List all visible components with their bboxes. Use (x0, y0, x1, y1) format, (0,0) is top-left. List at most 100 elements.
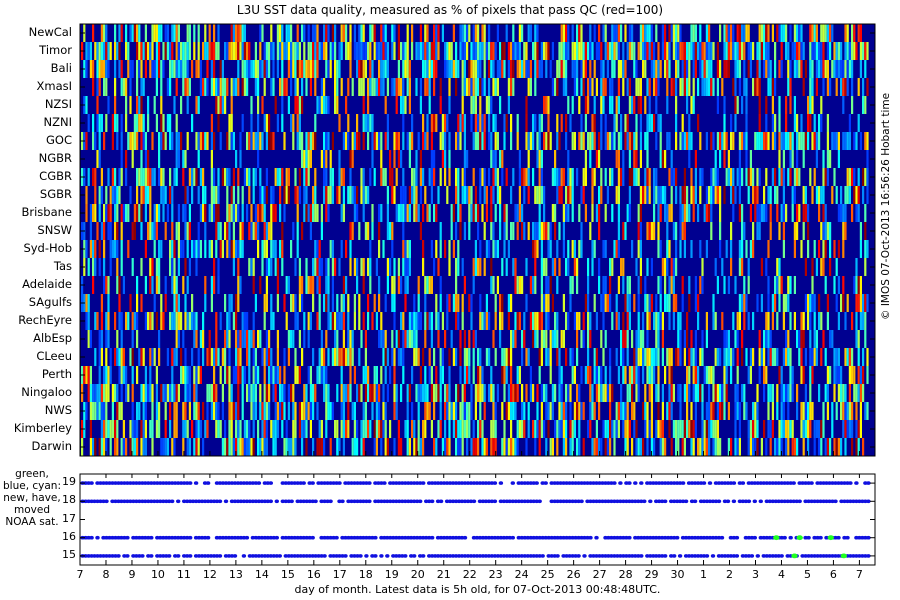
heatmap-cell (571, 186, 574, 204)
heatmap-cell (734, 186, 737, 204)
heatmap-cell (380, 60, 383, 78)
heatmap-cell (609, 258, 612, 276)
heatmap-cell (818, 132, 821, 150)
heatmap-cell (479, 348, 482, 366)
heatmap-cell (171, 60, 174, 78)
heatmap-cell (457, 420, 460, 438)
heatmap-cell (268, 384, 271, 402)
heatmap-cell (197, 96, 200, 114)
heatmap-cell (639, 42, 642, 60)
heatmap-cell (598, 204, 601, 222)
heatmap-cell (837, 384, 840, 402)
heatmap-cell (193, 330, 196, 348)
heatmap-cell (158, 42, 161, 60)
heatmap-cell (609, 348, 612, 366)
heatmap-cell (483, 114, 486, 132)
heatmap-cell (294, 402, 297, 420)
heatmap-cell (261, 402, 264, 420)
heatmap-cell (169, 78, 172, 96)
heatmap-cell (105, 204, 108, 222)
heatmap-cell (547, 114, 550, 132)
heatmap-cell (237, 348, 240, 366)
heatmap-cell (835, 258, 838, 276)
heatmap-cell (780, 402, 783, 420)
heatmap-cell (250, 204, 253, 222)
heatmap-cell (624, 114, 627, 132)
heatmap-cell (338, 114, 341, 132)
heatmap-cell (463, 60, 466, 78)
heatmap-cell (657, 222, 660, 240)
heatmap-cell (763, 384, 766, 402)
heatmap-cell (347, 312, 350, 330)
heatmap-cell (463, 366, 466, 384)
heatmap-cell (226, 204, 229, 222)
heatmap-cell (419, 438, 422, 456)
heatmap-cell (565, 114, 568, 132)
heatmap-cell (327, 132, 330, 150)
heatmap-cell (444, 240, 447, 258)
heatmap-cell (140, 132, 143, 150)
heatmap-cell (378, 60, 381, 78)
heatmap-cell (382, 348, 385, 366)
heatmap-cell (114, 78, 117, 96)
heatmap-cell (290, 330, 293, 348)
heatmap-cell (842, 402, 845, 420)
heatmap-cell (127, 312, 130, 330)
heatmap-cell (294, 438, 297, 456)
heatmap-cell (760, 42, 763, 60)
heatmap-cell (829, 78, 832, 96)
heatmap-cell (173, 96, 176, 114)
heatmap-cell (659, 60, 662, 78)
heatmap-cell (217, 276, 220, 294)
heatmap-cell (595, 204, 598, 222)
heatmap-cell (835, 60, 838, 78)
heatmap-cell (637, 312, 640, 330)
heatmap-cell (525, 96, 528, 114)
heatmap-cell (686, 60, 689, 78)
heatmap-cell (230, 132, 233, 150)
heatmap-cell (661, 150, 664, 168)
heatmap-cell (556, 240, 559, 258)
heatmap-cell (857, 366, 860, 384)
heatmap-cell (809, 384, 812, 402)
heatmap-cell (604, 204, 607, 222)
heatmap-cell (556, 60, 559, 78)
heatmap-cell (307, 132, 310, 150)
heatmap-cell (628, 384, 631, 402)
heatmap-cell (362, 258, 365, 276)
heatmap-cell (210, 132, 213, 150)
heatmap-cell (259, 60, 262, 78)
heatmap-cell (826, 438, 829, 456)
heatmap-cell (149, 348, 152, 366)
heatmap-cell (224, 348, 227, 366)
heatmap-cell (701, 276, 704, 294)
heatmap-cell (688, 384, 691, 402)
heatmap-cell (474, 384, 477, 402)
heatmap-cell (622, 150, 625, 168)
heatmap-cell (565, 312, 568, 330)
heatmap-cell (230, 438, 233, 456)
heatmap-cell (494, 150, 497, 168)
heatmap-cell (428, 168, 431, 186)
heatmap-cell (417, 438, 420, 456)
heatmap-cell (650, 438, 653, 456)
heatmap-cell (155, 204, 158, 222)
heatmap-cell (736, 60, 739, 78)
heatmap-cell (444, 168, 447, 186)
heatmap-cell (144, 438, 147, 456)
heatmap-cell (525, 438, 528, 456)
heatmap-cell (111, 114, 114, 132)
heatmap-cell (650, 384, 653, 402)
heatmap-cell (578, 312, 581, 330)
heatmap-cell (683, 330, 686, 348)
heatmap-cell (221, 402, 224, 420)
heatmap-cell (646, 402, 649, 420)
heatmap-cell (560, 420, 563, 438)
heatmap-cell (455, 294, 458, 312)
heatmap-cell (400, 78, 403, 96)
heatmap-cell (606, 420, 609, 438)
heatmap-cell (285, 78, 288, 96)
heatmap-cell (754, 132, 757, 150)
heatmap-cell (292, 114, 295, 132)
heatmap-cell (459, 402, 462, 420)
